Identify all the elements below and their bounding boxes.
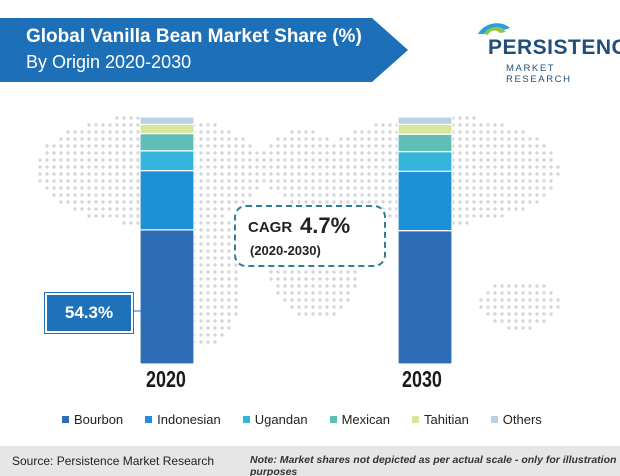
- chart-subtitle: By Origin 2020-2030: [26, 52, 192, 72]
- cagr-badge: CAGR 4.7% (2020-2030): [234, 205, 386, 267]
- legend-label-bourbon: Bourbon: [74, 411, 124, 427]
- legend-item-bourbon: Bourbon: [62, 412, 123, 427]
- disclaimer-note: Note: Market shares not depicted as per …: [250, 454, 617, 476]
- legend: Bourbon Indonesian Ugandan Mexican Tahit…: [62, 410, 564, 428]
- stacked-bars: [139, 116, 453, 365]
- legend-item-mexican: Mexican: [329, 411, 390, 427]
- cagr-value: 4.7%: [300, 213, 351, 238]
- legend-item-others: Others: [490, 411, 542, 427]
- bar-indonesian-2030: [397, 170, 453, 232]
- footer: Source: Persistence Market Research Note…: [0, 446, 620, 476]
- title-banner: Global Vanilla Bean Market Share (%) By …: [0, 18, 408, 82]
- bar-bourbon-2030: [397, 230, 453, 365]
- tick-label-2020: 2020: [146, 366, 186, 392]
- logo-wordmark: PERSISTENCE: [488, 36, 620, 59]
- legend-label-indonesian: Indonesian: [157, 411, 221, 427]
- bar-mexican-2030: [397, 133, 453, 153]
- bar-tahitian-2030: [397, 123, 453, 135]
- legend-item-ugandan: Ugandan: [242, 411, 308, 427]
- legend-swatch-indonesian: [145, 415, 153, 423]
- bar-indonesian-2020: [139, 169, 195, 231]
- legend-swatch-tahitian: [411, 415, 419, 423]
- brand-logo-icon: [478, 23, 510, 35]
- legend-label-ugandan: Ugandan: [254, 411, 308, 427]
- bar-bourbon-2020: [139, 229, 195, 365]
- bar-others-2030: [397, 116, 453, 126]
- chart-title: Global Vanilla Bean Market Share (%): [26, 26, 362, 47]
- legend-swatch-bourbon: [62, 415, 69, 423]
- legend-item-indonesian: Indonesian: [145, 412, 221, 427]
- bar-others-2020: [139, 116, 195, 126]
- bar-ugandan-2030: [397, 150, 453, 172]
- bourbon-share-callout: 54.3%: [45, 293, 133, 333]
- legend-label-tahitian: Tahitian: [423, 411, 469, 427]
- legend-swatch-ugandan: [242, 415, 250, 423]
- source-text: Source: Persistence Market Research: [12, 454, 215, 468]
- legend-swatch-mexican: [329, 415, 337, 423]
- cagr-label: CAGR: [248, 219, 293, 236]
- legend-label-mexican: Mexican: [341, 411, 390, 427]
- bar-tahitian-2020: [139, 123, 195, 135]
- cagr-period: (2020-2030): [250, 243, 321, 258]
- logo-tagline: MARKET RESEARCH: [506, 63, 572, 85]
- legend-label-others: Others: [502, 411, 542, 427]
- bar-mexican-2020: [139, 132, 195, 152]
- bar-ugandan-2020: [139, 150, 195, 172]
- tick-label-2030: 2030: [402, 366, 442, 392]
- legend-item-tahitian: Tahitian: [411, 411, 469, 427]
- legend-swatch-others: [490, 415, 498, 423]
